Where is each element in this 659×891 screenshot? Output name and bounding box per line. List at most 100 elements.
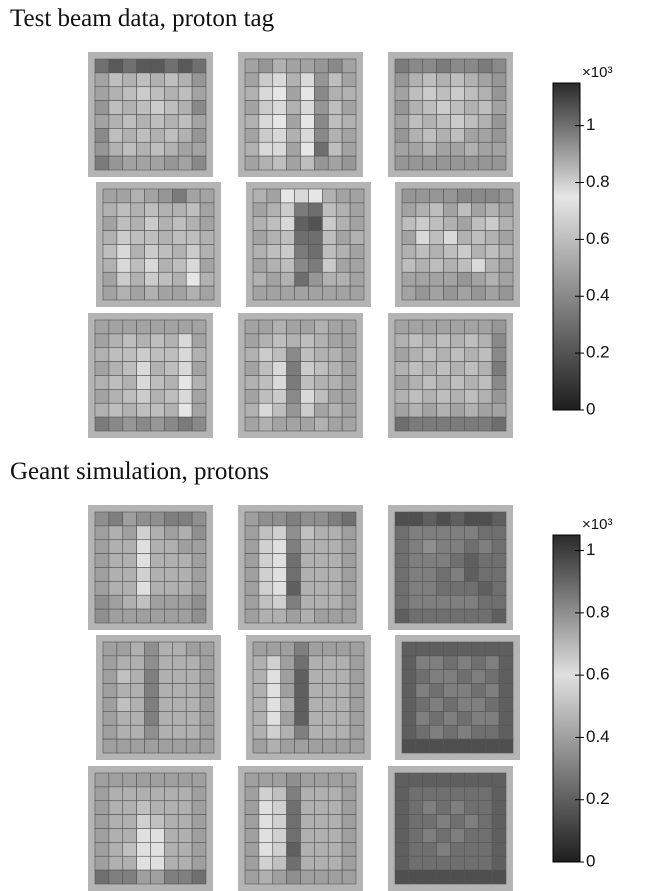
cell [450, 511, 465, 527]
cell [314, 608, 329, 624]
cell [136, 772, 151, 788]
cell [244, 155, 260, 171]
cell [144, 724, 159, 740]
cell [272, 800, 287, 815]
cell [491, 375, 507, 390]
cell [341, 141, 357, 157]
cell [327, 347, 343, 362]
cell [244, 100, 260, 115]
cell [314, 855, 329, 871]
cell [102, 641, 118, 657]
cell [327, 319, 343, 335]
cell [327, 389, 343, 404]
cell [408, 608, 424, 624]
cell [244, 828, 260, 843]
cell [191, 402, 207, 418]
cell [464, 72, 479, 88]
cell [116, 683, 132, 698]
cell [150, 114, 165, 129]
cell [327, 828, 343, 843]
cell [429, 655, 444, 671]
cell [349, 641, 365, 657]
cell [408, 155, 424, 171]
cell [436, 100, 451, 115]
cell [108, 786, 124, 802]
cell [108, 402, 124, 418]
cell [286, 402, 301, 418]
cell [429, 285, 444, 301]
cell [164, 72, 179, 88]
cell [300, 333, 315, 349]
cell [286, 389, 301, 404]
cell [300, 828, 315, 843]
cell [471, 724, 486, 740]
cell [450, 814, 465, 829]
cell [457, 641, 472, 657]
cell [477, 128, 493, 143]
cell [286, 608, 301, 624]
cell [286, 786, 301, 802]
cell [164, 511, 179, 527]
cell [158, 271, 173, 287]
cell [244, 800, 260, 815]
cell [335, 655, 351, 671]
cell [177, 347, 193, 362]
cell [102, 711, 118, 726]
cell [457, 202, 472, 218]
cell [164, 828, 179, 843]
cell [258, 86, 274, 101]
cell [150, 842, 165, 857]
cell [471, 669, 486, 684]
colorbar-tick-label: 0 [586, 399, 595, 418]
cell [308, 258, 323, 273]
cell [108, 842, 124, 857]
cell [294, 669, 309, 684]
cell [491, 828, 507, 843]
cell [94, 800, 110, 815]
cell [272, 553, 287, 568]
cell [266, 271, 282, 287]
cell [122, 128, 137, 143]
cell [327, 842, 343, 857]
cell [258, 553, 274, 568]
cell [294, 655, 309, 671]
cell [280, 230, 295, 245]
cell [199, 188, 215, 204]
cell [394, 347, 410, 362]
cell [471, 216, 486, 231]
cell [308, 216, 323, 231]
cell [122, 58, 137, 74]
cell [258, 786, 274, 802]
cell [498, 258, 514, 273]
cell [429, 271, 444, 287]
cell [477, 402, 493, 418]
cell [341, 128, 357, 143]
cell [308, 188, 323, 204]
cell [443, 285, 458, 301]
cell [102, 202, 118, 218]
cell [436, 319, 451, 335]
cell [130, 244, 145, 259]
cell [286, 581, 301, 596]
colorbar-multiplier: ×10³ [582, 516, 612, 533]
cell [177, 141, 193, 157]
cell [394, 539, 410, 554]
cell [401, 655, 417, 671]
cell [300, 772, 315, 788]
cell [314, 772, 329, 788]
section-title: Geant simulation, protons [10, 458, 269, 485]
cell [286, 772, 301, 788]
cell [164, 525, 179, 541]
cell [436, 86, 451, 101]
cell [322, 724, 337, 740]
cell [258, 869, 274, 885]
cell [408, 539, 424, 554]
cell [244, 347, 260, 362]
cell [280, 655, 295, 671]
cell [150, 361, 165, 376]
cell [408, 855, 424, 871]
cell [477, 828, 493, 843]
cell [158, 655, 173, 671]
cell [322, 655, 337, 671]
cell [341, 869, 357, 885]
